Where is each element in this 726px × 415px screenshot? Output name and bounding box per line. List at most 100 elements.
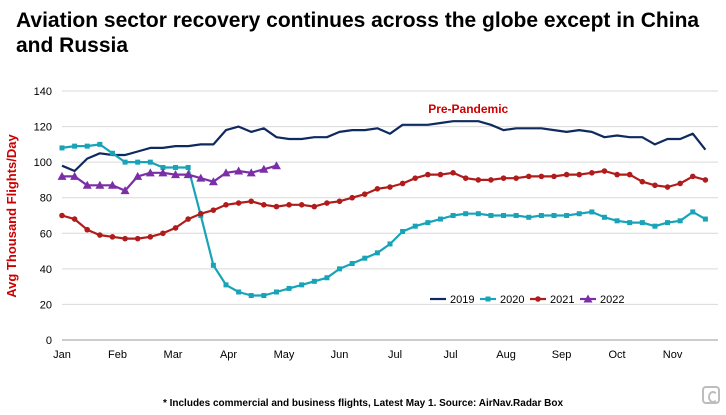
data-point-2020 [488, 213, 494, 218]
data-point-2020 [551, 213, 557, 218]
legend-marker [583, 294, 593, 303]
data-point-2022 [120, 186, 130, 195]
y-tick-label: 100 [34, 157, 52, 169]
data-point-2020 [501, 213, 507, 218]
data-point-2020 [236, 289, 242, 295]
y-tick-label: 20 [40, 299, 52, 311]
data-point-2021 [475, 177, 482, 183]
data-point-2020 [450, 213, 456, 218]
data-point-2022 [271, 161, 281, 170]
legend-marker [535, 296, 541, 302]
data-point-2021 [160, 230, 166, 237]
x-tick-label: Apr [220, 349, 237, 361]
data-point-2021 [84, 226, 91, 233]
x-tick-label: Jan [53, 349, 71, 361]
x-tick-label: Nov [663, 349, 683, 361]
data-point-2021 [576, 171, 583, 178]
data-point-2020 [412, 223, 418, 229]
data-point-2022 [145, 168, 155, 177]
data-point-2021 [399, 180, 406, 187]
data-point-2020 [564, 213, 570, 218]
data-point-2020 [160, 164, 166, 170]
legend-item-2022: 2022 [580, 294, 624, 306]
series-2019 [61, 120, 707, 173]
data-point-2021 [387, 184, 393, 190]
data-point-2021 [626, 171, 633, 178]
y-tick-label: 60 [40, 228, 52, 240]
data-point-2020 [324, 275, 330, 281]
legend: 2019 2020 2021 2022 [430, 294, 624, 306]
data-point-2020 [652, 223, 658, 229]
pre-pandemic-annotation: Pre-Pandemic [428, 102, 508, 116]
data-point-2020 [261, 293, 267, 299]
data-point-2020 [84, 143, 90, 149]
legend-label: 2020 [500, 294, 524, 306]
data-point-2022 [57, 171, 67, 180]
data-point-2022 [70, 171, 80, 180]
data-point-2020 [147, 159, 153, 165]
data-point-2022 [95, 180, 105, 189]
data-point-2021 [500, 175, 507, 181]
data-point-2020 [173, 164, 179, 170]
data-point-2022 [246, 168, 256, 177]
legend-label: 2019 [450, 294, 474, 306]
data-point-2020 [400, 229, 406, 235]
data-point-2020 [311, 278, 317, 284]
series-line-2020 [61, 143, 706, 297]
series-line-2022 [62, 164, 277, 192]
data-point-2020 [122, 159, 128, 165]
x-tick-label: Feb [108, 349, 127, 361]
series-2020 [59, 141, 708, 299]
watermark-logo [702, 386, 720, 404]
data-point-2021 [652, 182, 658, 189]
data-point-2020 [248, 293, 254, 299]
series-lines [57, 120, 709, 299]
data-point-2020 [677, 218, 683, 224]
data-point-2021 [563, 171, 570, 178]
data-point-2020 [526, 214, 532, 220]
data-point-2021 [122, 235, 128, 242]
data-point-2021 [601, 168, 608, 174]
data-point-2020 [337, 266, 343, 272]
data-point-2021 [664, 184, 671, 190]
x-tick-label: Oct [609, 349, 626, 361]
data-point-2020 [614, 218, 620, 224]
y-axis: 0 20 40 60 80 100 120 140 [34, 86, 52, 347]
data-point-2020 [387, 241, 393, 247]
data-point-2021 [147, 234, 154, 240]
data-point-2022 [133, 171, 143, 180]
data-point-2020 [210, 262, 216, 268]
legend-item-2019: 2019 [430, 294, 474, 306]
data-point-2021 [197, 210, 204, 217]
data-point-2021 [689, 173, 696, 180]
data-point-2021 [450, 170, 456, 176]
y-tick-label: 80 [40, 193, 52, 205]
y-tick-label: 120 [34, 122, 52, 134]
data-point-2020 [72, 143, 78, 149]
data-point-2021 [172, 225, 179, 231]
data-point-2021 [210, 207, 217, 213]
data-point-2020 [475, 211, 481, 217]
data-point-2022 [208, 177, 218, 186]
data-point-2020 [299, 282, 305, 288]
data-point-2020 [374, 250, 380, 256]
y-tick-label: 40 [40, 264, 52, 276]
data-point-2022 [171, 170, 181, 179]
data-point-2021 [336, 198, 343, 205]
data-point-2020 [576, 211, 582, 217]
data-point-2020 [437, 216, 443, 222]
data-point-2021 [223, 202, 229, 208]
data-point-2021 [425, 171, 431, 178]
data-point-2021 [589, 170, 595, 176]
data-point-2021 [97, 232, 103, 238]
data-point-2020 [109, 150, 115, 156]
x-tick-label: May [274, 349, 295, 361]
x-tick-label: Aug [496, 349, 516, 361]
data-point-2020 [273, 289, 279, 295]
data-point-2021 [273, 203, 280, 210]
y-tick-label: 140 [34, 86, 52, 98]
data-point-2021 [298, 202, 305, 208]
data-point-2021 [551, 173, 557, 180]
legend-label: 2021 [550, 294, 574, 306]
data-point-2021 [677, 180, 683, 187]
